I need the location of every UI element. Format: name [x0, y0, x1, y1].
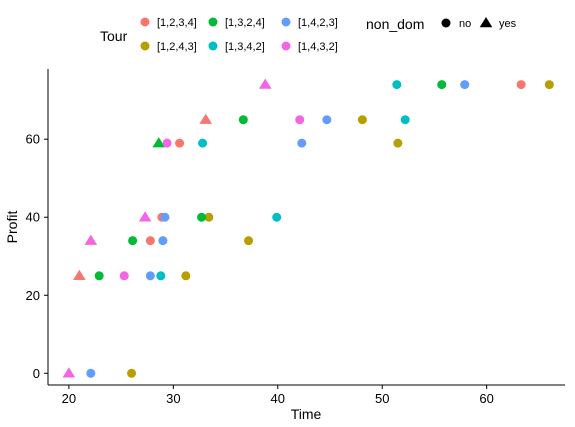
- data-point-circle: [198, 138, 208, 148]
- plot-panel: 20 30 40 50 60 0 20 40 60: [26, 69, 565, 406]
- data-point-circle: [158, 236, 168, 246]
- data-point-circle: [119, 271, 129, 281]
- data-point-triangle: [73, 269, 86, 280]
- data-point-circle: [238, 115, 248, 125]
- legend: Tour [1,2,3,4] [1,2,4,3] [1,3,2,4] [1,3,4,2…: [100, 16, 517, 53]
- legend-shape-label: yes: [499, 18, 517, 30]
- legend-shape-circle: [441, 18, 451, 28]
- y-tick-label: 60: [26, 132, 40, 147]
- y-tick-label: 40: [26, 210, 40, 225]
- legend-color-label: [1,4,2,3]: [298, 17, 338, 29]
- legend-shape-title: non_dom: [366, 16, 424, 32]
- legend-color-key: [140, 41, 150, 51]
- y-tick-label: 20: [26, 288, 40, 303]
- x-ticks: 20 30 40 50 60: [62, 385, 494, 406]
- data-point-triangle: [258, 78, 272, 89]
- x-tick-label: 20: [62, 391, 76, 406]
- data-point-circle: [197, 212, 207, 222]
- y-axis-label: Profit: [4, 211, 20, 244]
- legend-shape-label: no: [459, 18, 471, 30]
- x-tick-label: 40: [271, 391, 285, 406]
- y-tick-label: 0: [33, 366, 40, 381]
- legend-color-key: [208, 17, 218, 27]
- data-point-circle: [175, 138, 185, 148]
- x-tick-label: 30: [166, 391, 180, 406]
- legend-color-key: [281, 41, 291, 51]
- data-point-circle: [516, 80, 526, 90]
- y-ticks: 0 20 40 60: [26, 132, 48, 381]
- data-point-circle: [544, 80, 554, 90]
- legend-color-label: [1,3,2,4]: [225, 17, 265, 29]
- data-point-triangle: [62, 367, 76, 378]
- data-point-circle: [357, 115, 367, 125]
- data-point-circle: [160, 212, 170, 222]
- legend-color-entries: [1,2,3,4] [1,2,4,3] [1,3,2,4] [1,3,4,2] [1,4…: [140, 17, 338, 53]
- data-point-circle: [244, 236, 254, 246]
- x-tick-label: 60: [479, 391, 493, 406]
- data-point-circle: [437, 80, 447, 90]
- legend-color-key: [208, 41, 218, 51]
- data-point-triangle: [84, 234, 98, 245]
- data-point-triangle: [152, 137, 166, 148]
- data-point-circle: [94, 271, 104, 281]
- legend-color-label: [1,3,4,2]: [225, 41, 265, 53]
- x-tick-label: 50: [375, 391, 389, 406]
- legend-color-label: [1,2,3,4]: [157, 17, 197, 29]
- data-point-circle: [204, 212, 214, 222]
- data-point-circle: [145, 271, 155, 281]
- data-point-circle: [460, 80, 470, 90]
- data-point-triangle: [199, 113, 213, 124]
- data-point-circle: [127, 368, 137, 378]
- legend-color-label: [1,4,3,2]: [298, 41, 338, 53]
- data-point-triangle: [138, 211, 152, 222]
- data-point-circle: [181, 271, 191, 281]
- data-point-circle: [128, 236, 138, 246]
- data-point-circle: [393, 138, 403, 148]
- data-point-circle: [295, 115, 305, 125]
- legend-color-label: [1,2,4,3]: [157, 41, 197, 53]
- data-point-circle: [162, 138, 172, 148]
- x-axis-label: Time: [291, 406, 322, 422]
- data-point-circle: [392, 80, 402, 90]
- data-points: [62, 78, 554, 378]
- data-point-circle: [272, 212, 282, 222]
- data-point-circle: [297, 138, 307, 148]
- data-point-circle: [156, 271, 166, 281]
- legend-shape-triangle: [479, 17, 493, 28]
- data-point-circle: [322, 115, 332, 125]
- data-point-circle: [86, 368, 96, 378]
- legend-color-key: [281, 17, 291, 27]
- legend-shape-entries: no yes: [441, 17, 517, 30]
- data-point-circle: [145, 236, 155, 246]
- legend-color-key: [140, 17, 150, 27]
- data-point-circle: [400, 115, 410, 125]
- legend-color-title: Tour: [100, 28, 128, 44]
